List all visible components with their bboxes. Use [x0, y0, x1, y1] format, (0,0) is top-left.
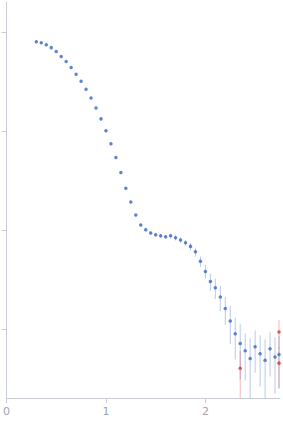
svg-text:1: 1 [102, 405, 109, 418]
svg-text:0: 0 [3, 405, 10, 418]
svg-text:2: 2 [202, 405, 209, 418]
